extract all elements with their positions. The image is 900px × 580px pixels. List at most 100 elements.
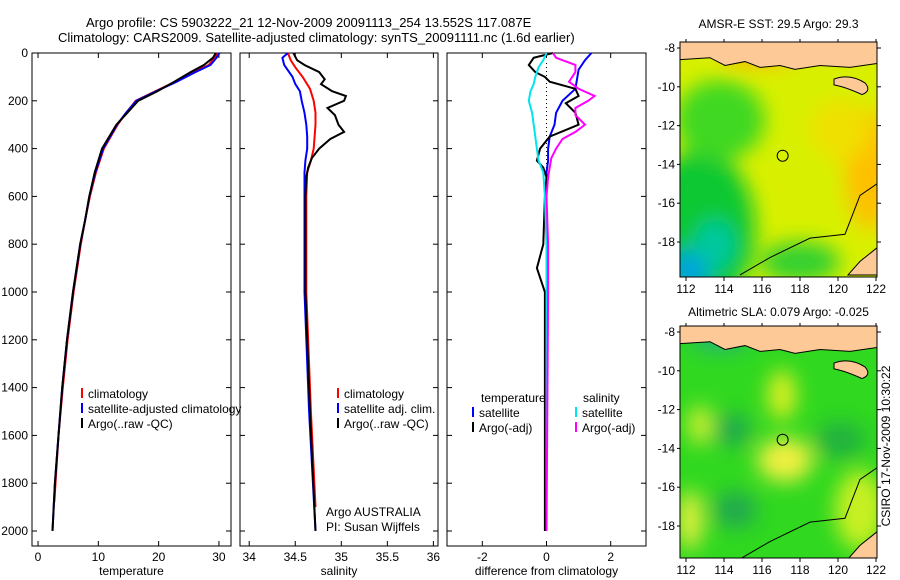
legend-label: climatology (88, 387, 148, 401)
lat-tick-label: -14 (658, 157, 676, 171)
argo-float-marker (776, 149, 789, 162)
land-australia (848, 531, 877, 558)
lat-tick-label: -10 (658, 80, 676, 94)
x-axis-label: difference from climatology (475, 564, 618, 578)
x-tick-label: 10 (92, 550, 106, 564)
legend-label: Argo(..raw -QC) (344, 417, 429, 431)
land-sumba-island (833, 360, 869, 380)
x-tick-label: 34.5 (284, 550, 308, 564)
map-title: AMSR-E SST: 29.5 Argo: 29.3 (698, 17, 858, 31)
axes-box (31, 52, 232, 547)
lat-tick-label: -18 (658, 235, 676, 249)
lon-tick-label: 122 (866, 563, 886, 577)
x-tick-label: 30 (212, 550, 226, 564)
lon-tick-label: 114 (714, 563, 733, 577)
side-label: CSIRO 17-Nov-2009 10:30:22 (879, 365, 893, 526)
legend-label: temperature (481, 391, 546, 405)
y-tick-label: 800 (8, 237, 28, 251)
x-tick-label: 2 (607, 550, 614, 564)
series-line-argo (292, 52, 348, 532)
annotation-text: PI: Susan Wijffels (326, 520, 420, 534)
lat-tick-label: -12 (658, 403, 676, 417)
lon-tick-label: 116 (752, 282, 771, 296)
series-line-satellite (51, 52, 221, 532)
series-line-temperature-argo (527, 52, 580, 531)
land-sumba-island (833, 76, 869, 96)
lat-tick-label: -18 (658, 519, 676, 533)
legend-label: satellite adj. clim. (344, 402, 435, 416)
sla-map: Altimetric SLA: 0.079 Argo: -0.025 112 114… (658, 305, 887, 577)
x-tick-label: 35.5 (376, 550, 400, 564)
sst-map: AMSR-E SST: 29.5 Argo: 29.3 112 114 116 118 1… (658, 17, 887, 296)
land-australia (846, 247, 877, 276)
lat-tick-label: -14 (658, 441, 676, 455)
legend: temperaturesatelliteArgo(-adj)salinitysa… (472, 391, 635, 435)
legend-label: salinity (583, 391, 620, 405)
x-tick-label: 36 (427, 550, 441, 564)
x-tick-label: 34 (243, 550, 257, 564)
argo-float-marker (776, 433, 789, 446)
legend-label: Argo(..raw -QC) (88, 417, 173, 431)
legend-label: satellite-adjusted climatology (88, 402, 241, 416)
lat-tick-label: -16 (658, 196, 676, 210)
lon-tick-label: 114 (714, 282, 733, 296)
y-tick-label: 600 (8, 189, 28, 203)
y-tick-label: 400 (8, 142, 28, 156)
y-tick-label: 200 (8, 94, 28, 108)
lon-tick-label: 118 (790, 282, 809, 296)
lat-tick-label: -12 (658, 119, 676, 133)
map-frame (679, 41, 878, 278)
legend-label: Argo(-adj) (582, 421, 635, 435)
lat-tick-label: -8 (664, 41, 675, 55)
lon-tick-label: 120 (828, 282, 848, 296)
series-line-satellite (281, 52, 317, 532)
bathymetry-contour (739, 183, 877, 276)
lon-tick-label: 112 (676, 563, 695, 577)
lon-tick-label: 120 (828, 563, 848, 577)
lon-tick-label: 122 (866, 282, 886, 296)
land-lesser-sunda-islands (680, 326, 877, 354)
title-line-2: Climatology: CARS2009. Satellite-adjuste… (58, 30, 575, 45)
series-line-climatology (53, 52, 219, 503)
lon-tick-label: 116 (752, 563, 771, 577)
legend-label: Argo(-adj) (479, 421, 532, 435)
legend-label: climatology (344, 387, 404, 401)
lat-tick-label: -10 (658, 364, 676, 378)
annotation-text: Argo AUSTRALIA (326, 505, 421, 519)
y-tick-label: 0 (21, 46, 28, 60)
series-line-salinity-argo (545, 52, 597, 532)
profile-panel-1: 0 10 20 30 0 200 400 600 800 1000 1200 1400 1600 1800… (1, 46, 241, 578)
map-field (680, 42, 877, 277)
profile-panel-2: 34 34.5 35 35.5 36 salinity climatologysatelli… (239, 52, 441, 578)
y-tick-label: 1200 (1, 333, 28, 347)
lat-tick-label: -8 (664, 325, 675, 339)
y-tick-label: 1000 (1, 285, 28, 299)
lat-tick-label: -16 (658, 480, 676, 494)
series-line-argo (51, 52, 217, 532)
map-title: Altimetric SLA: 0.079 Argo: -0.025 (688, 305, 869, 319)
x-axis-label: salinity (321, 564, 358, 578)
title-line-1: Argo profile: CS 5903222_21 12-Nov-2009 … (86, 15, 532, 30)
map-field (680, 326, 877, 558)
y-tick-label: 1600 (1, 428, 28, 442)
y-tick-label: 2000 (1, 524, 28, 538)
lon-tick-label: 118 (790, 563, 809, 577)
legend-label: satellite (582, 406, 623, 420)
x-tick-label: 0 (543, 550, 550, 564)
land-lesser-sunda-islands (680, 42, 877, 70)
lon-tick-label: 112 (676, 282, 695, 296)
axes-box (239, 52, 439, 547)
y-tick-label: 1800 (1, 476, 28, 490)
x-tick-label: 20 (152, 550, 166, 564)
map-frame (679, 325, 878, 559)
x-tick-label: 0 (35, 550, 42, 564)
x-tick-label: -2 (477, 550, 488, 564)
bathymetry-contour (740, 467, 877, 558)
x-axis-label: temperature (99, 564, 164, 578)
y-tick-label: 1400 (1, 381, 28, 395)
